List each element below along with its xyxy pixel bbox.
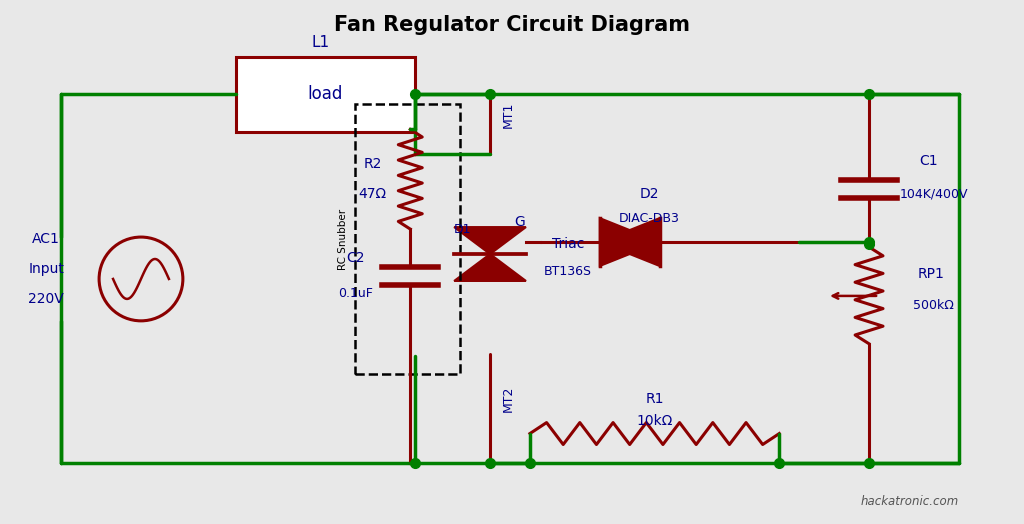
- Text: G: G: [515, 215, 525, 229]
- Text: 10kΩ: 10kΩ: [637, 413, 673, 428]
- Text: hackatronic.com: hackatronic.com: [860, 495, 958, 508]
- Polygon shape: [455, 227, 526, 254]
- Bar: [236, 57, 416, 133]
- Polygon shape: [600, 218, 659, 266]
- Text: DIAC-DB3: DIAC-DB3: [620, 212, 680, 225]
- Text: AC1: AC1: [33, 232, 60, 246]
- Text: RP1: RP1: [918, 267, 944, 281]
- Text: MT1: MT1: [502, 101, 514, 127]
- Bar: [355, 104, 460, 374]
- Text: 47Ω: 47Ω: [358, 187, 386, 201]
- Polygon shape: [455, 254, 526, 281]
- Text: 500kΩ: 500kΩ: [913, 299, 954, 312]
- Text: 0.1uF: 0.1uF: [338, 288, 373, 300]
- Text: R2: R2: [364, 157, 382, 171]
- Text: Fan Regulator Circuit Diagram: Fan Regulator Circuit Diagram: [334, 15, 690, 35]
- Text: MT2: MT2: [502, 386, 514, 412]
- Text: BT136S: BT136S: [544, 266, 592, 278]
- Text: C1: C1: [920, 154, 938, 168]
- Text: L1: L1: [311, 35, 330, 50]
- Text: D2: D2: [640, 187, 659, 201]
- Text: load: load: [308, 85, 343, 103]
- Text: 220V: 220V: [29, 292, 65, 306]
- Text: Input: Input: [29, 262, 65, 276]
- Text: R1: R1: [645, 391, 664, 406]
- Polygon shape: [600, 218, 659, 266]
- Text: Triac: Triac: [552, 237, 584, 251]
- Text: RC Snubber: RC Snubber: [339, 209, 348, 270]
- Text: D1: D1: [454, 223, 471, 236]
- Text: C2: C2: [346, 251, 365, 265]
- Text: 104K/400V: 104K/400V: [900, 188, 968, 201]
